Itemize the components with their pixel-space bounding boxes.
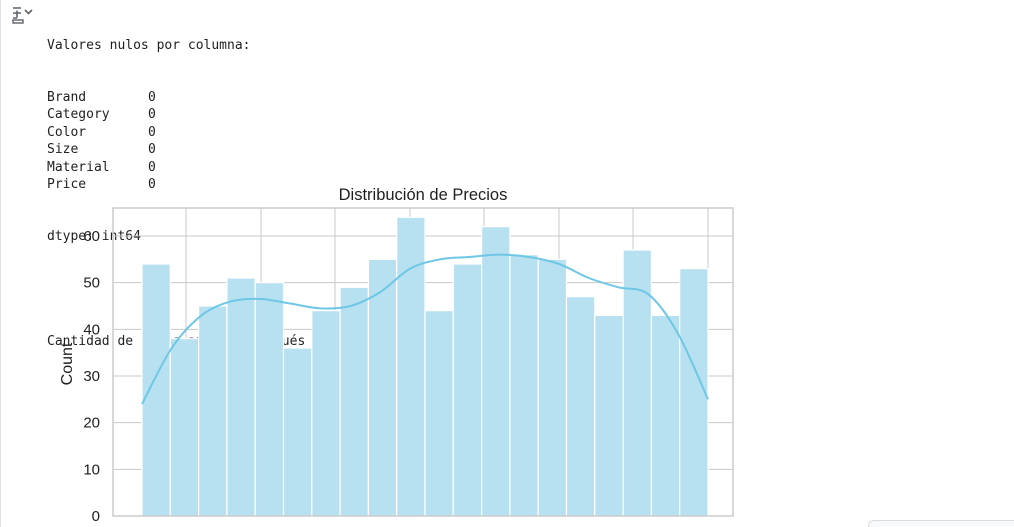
column-name: Brand <box>47 90 87 106</box>
kde-line <box>141 253 709 405</box>
null-count-value: 0 <box>148 176 156 192</box>
histogram-bar <box>226 277 256 517</box>
y-tick-label: 0 <box>92 508 100 525</box>
dtype-line: dtype: int64 <box>47 229 141 245</box>
null-count-row: Material 0 <box>47 159 595 176</box>
histogram-bar <box>594 314 624 517</box>
kde-curve <box>141 253 709 405</box>
null-count-row: Price 0 <box>47 176 595 193</box>
y-tick-label: 20 <box>83 415 100 432</box>
null-values-header: Valores nulos por columna: <box>47 37 251 53</box>
histogram-bar <box>565 296 596 517</box>
histogram-bar <box>509 254 539 517</box>
null-values-table: Brand 0 Category 0 Color 0 Size 0 Material 0 Price… <box>47 89 595 193</box>
null-count-row: Category 0 <box>47 106 595 123</box>
y-tick-label: 40 <box>83 321 100 338</box>
chart-title: Distribución de Precios <box>339 186 508 204</box>
histogram-bar <box>650 314 681 517</box>
histogram-bar <box>424 310 454 517</box>
null-count-row: Brand 0 <box>47 89 595 106</box>
column-name: Color <box>47 124 87 140</box>
null-count-value: 0 <box>148 107 156 123</box>
y-axis-label: Count <box>59 342 76 385</box>
column-name: Size <box>47 142 79 158</box>
y-tick-label: 30 <box>83 368 100 385</box>
column-name: Price <box>47 176 87 192</box>
price-distribution-chart: Distribución de Precios Count 0 10 20 30 40 5… <box>59 186 734 525</box>
histogram-bars <box>141 216 709 517</box>
output-gutter-rule <box>0 0 1 527</box>
histogram-bar <box>396 216 426 517</box>
y-tick-labels: 0 10 20 30 40 50 60 <box>83 228 100 525</box>
null-count-value: 0 <box>148 142 156 158</box>
plot-frame <box>112 207 734 517</box>
column-name: Material <box>47 159 110 175</box>
histogram-bar <box>452 263 483 517</box>
null-count-value: 0 <box>148 90 156 106</box>
histogram-bar <box>169 338 200 517</box>
output-toggle-icon[interactable] <box>11 4 33 26</box>
null-count-row: Size 0 <box>47 141 595 158</box>
histogram-bar <box>679 268 709 517</box>
scroll-corner-widget[interactable] <box>868 520 1014 527</box>
histogram-bar <box>141 263 171 517</box>
y-tick-label: 50 <box>83 275 100 292</box>
histogram-bar <box>254 282 285 517</box>
histogram-bar <box>282 347 313 517</box>
y-tick-label: 10 <box>83 461 100 478</box>
histogram-bar <box>339 286 370 517</box>
null-count-value: 0 <box>148 124 156 140</box>
histogram-bar <box>198 305 228 517</box>
null-count-value: 0 <box>148 159 156 175</box>
null-count-row: Color 0 <box>47 124 595 141</box>
y-tick-label: 60 <box>83 228 100 245</box>
histogram-bar <box>311 310 341 517</box>
histogram-bar <box>481 226 511 517</box>
column-name: Category <box>47 107 110 123</box>
histogram-bar <box>367 258 398 517</box>
histogram-bar <box>537 258 568 517</box>
